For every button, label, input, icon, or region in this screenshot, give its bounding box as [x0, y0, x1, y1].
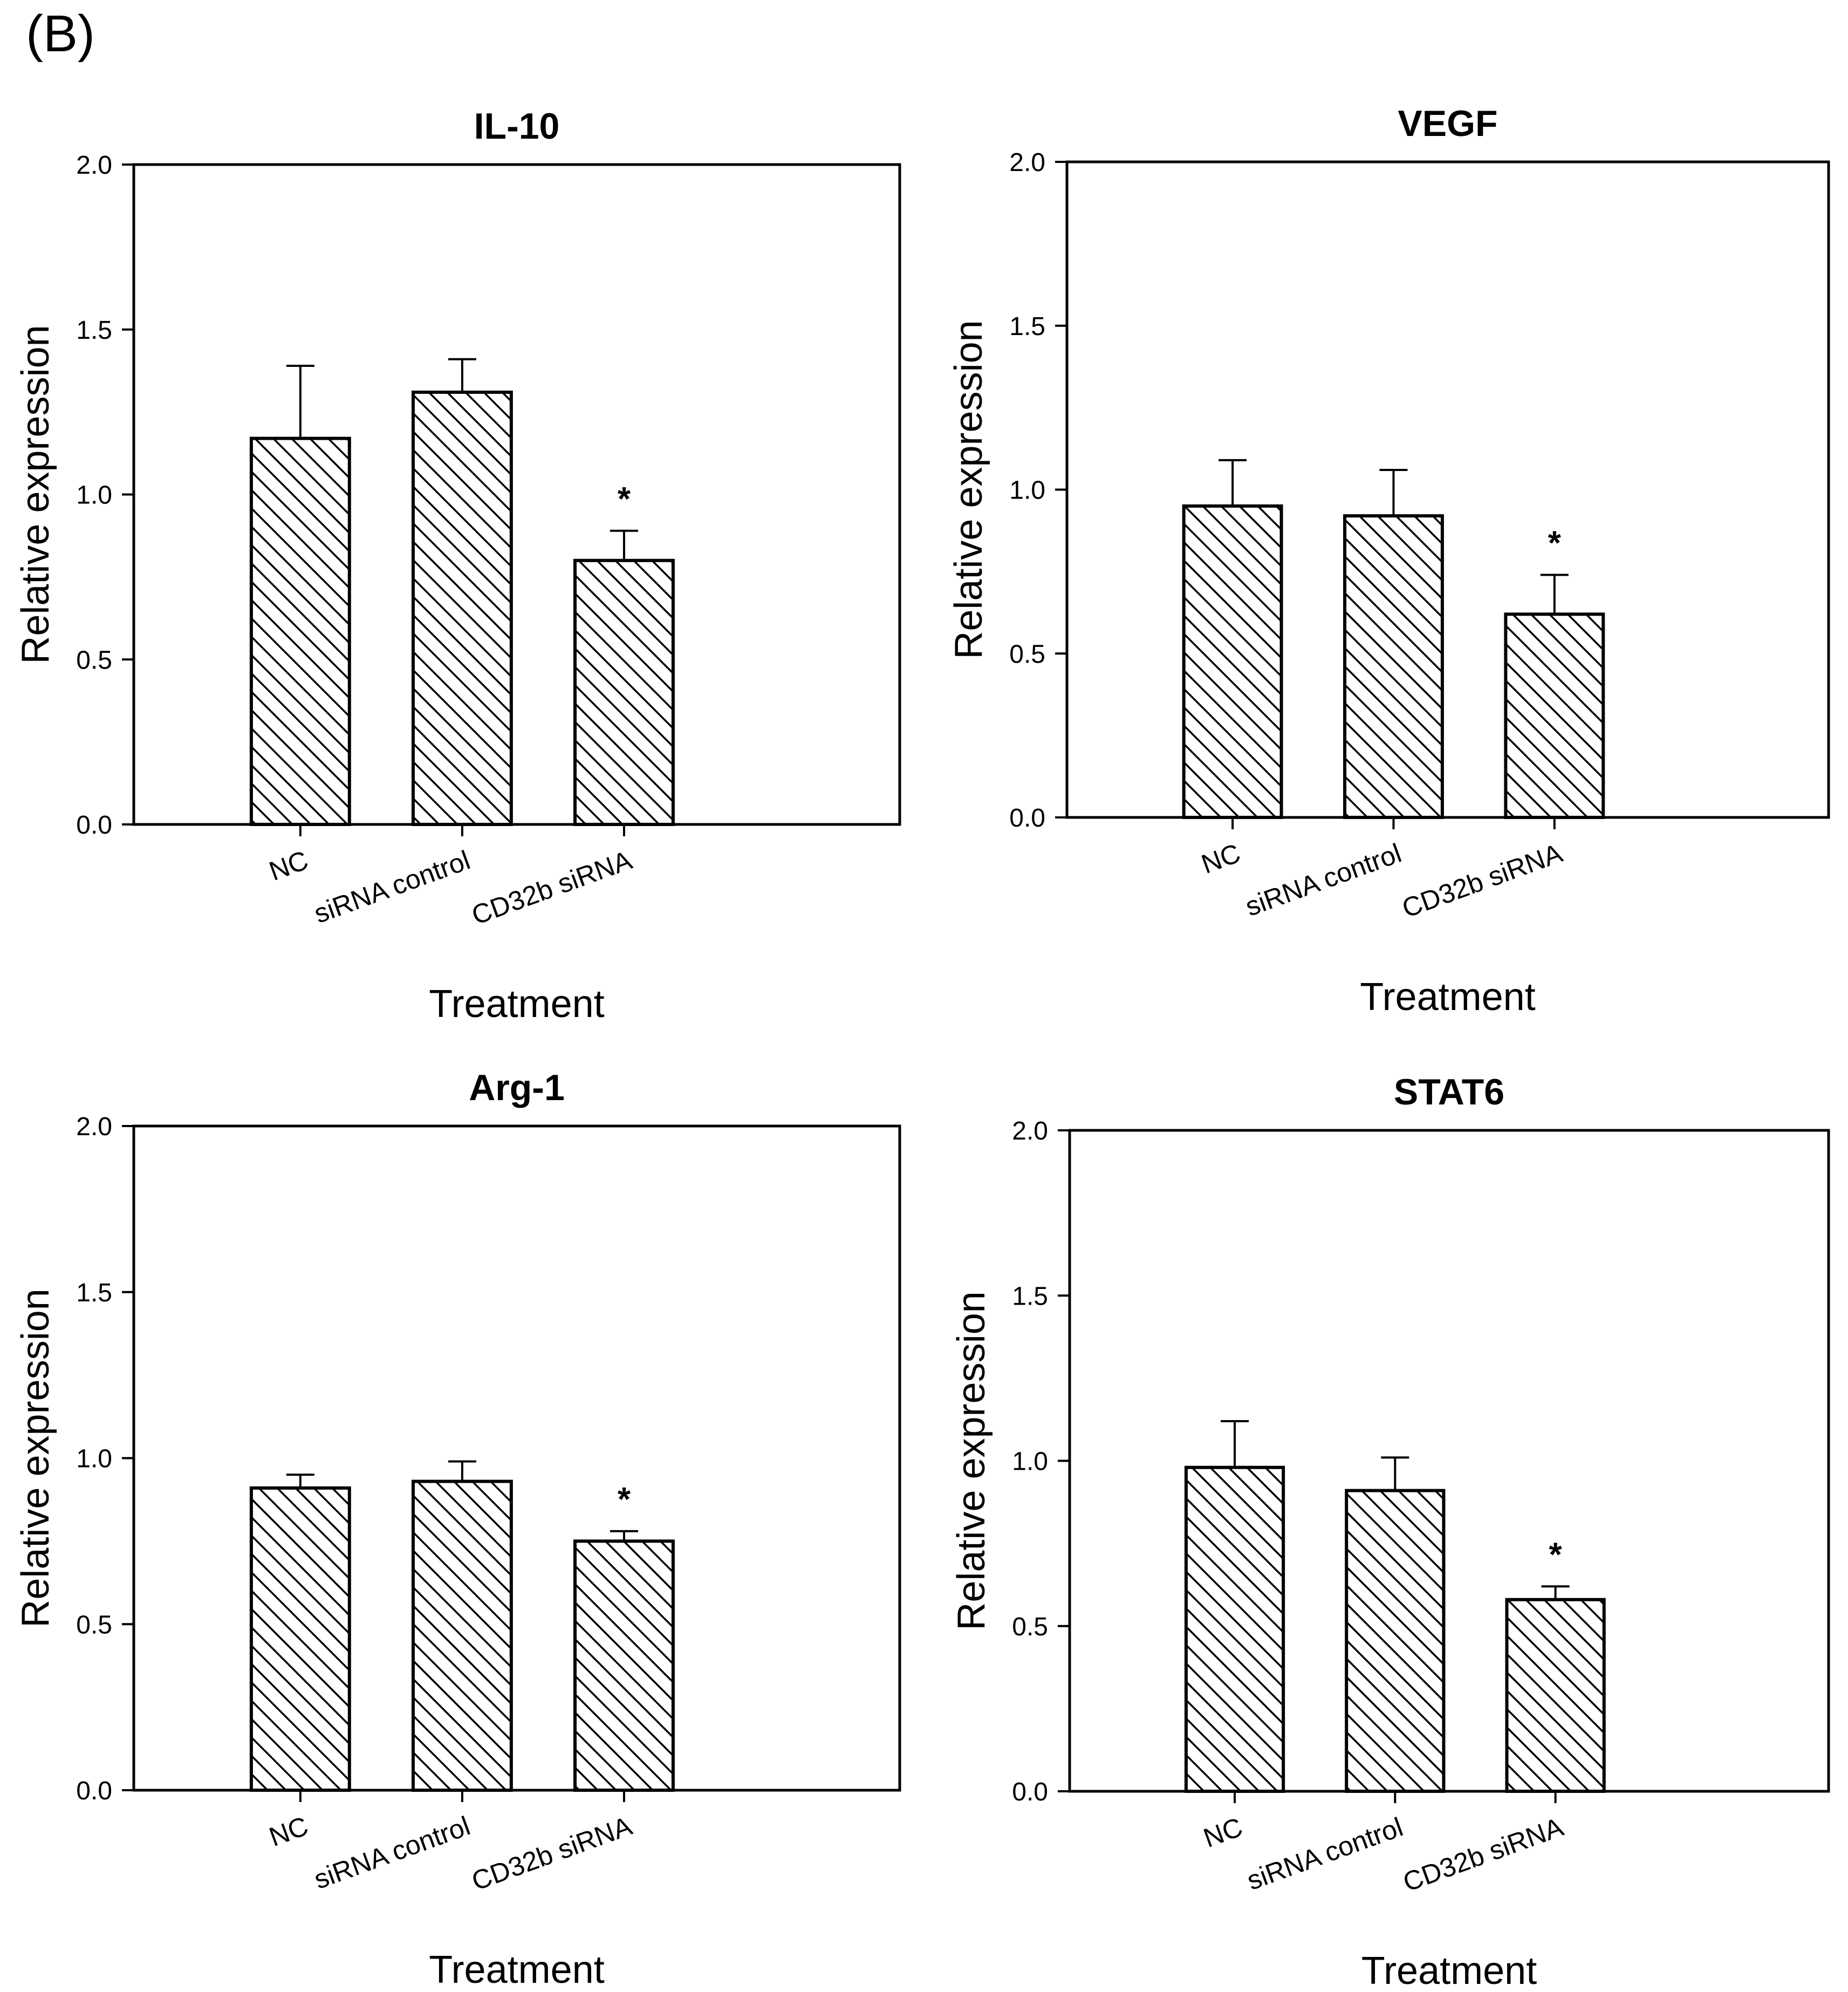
plot-frame — [1065, 160, 1830, 819]
y-tick-label: 1.0 — [1012, 1448, 1048, 1476]
x-tick-label: siRNA control — [310, 1811, 474, 1895]
bar-cd32b-sirna — [1504, 612, 1605, 819]
y-tick-label: 2.0 — [1012, 1117, 1048, 1145]
bar-sirna-control — [1343, 514, 1444, 819]
x-axis-title: Treatment — [1361, 1949, 1537, 1992]
chart-title: IL-10 — [474, 106, 560, 147]
significance-marker: * — [1549, 1536, 1563, 1573]
x-tick-label: NC — [265, 845, 312, 886]
x-tick-label: CD32b siRNA — [1399, 1811, 1568, 1897]
y-tick-label: 0.5 — [1012, 1613, 1048, 1641]
figure-panel-label: (B) — [26, 5, 95, 63]
y-tick-label: 2.0 — [76, 1113, 112, 1141]
x-tick-label: CD32b siRNA — [1398, 837, 1566, 923]
significance-marker: * — [618, 1481, 631, 1518]
y-tick-label: 0.0 — [1009, 804, 1045, 833]
chart-stat6: STAT6 0.0 0.5 1.0 1.5 2.0 Relative expression N… — [950, 1072, 1830, 1992]
significance-marker: * — [1548, 524, 1562, 562]
y-tick-label: 0.5 — [1009, 640, 1045, 668]
chart-title: Arg-1 — [469, 1067, 565, 1108]
bar-sirna-control — [411, 390, 513, 826]
y-tick-label: 1.5 — [76, 316, 112, 345]
x-tick-label: CD32b siRNA — [468, 844, 636, 930]
bar-sirna-control — [1345, 1489, 1446, 1793]
bar-cd32b-sirna — [1505, 1598, 1606, 1793]
bar-sirna-control — [411, 1479, 513, 1792]
y-tick-label: 0.0 — [1012, 1778, 1048, 1806]
chart-arg-1: Arg-1 0.0 0.5 1.0 1.5 2.0 Relative expression N… — [14, 1067, 901, 1991]
chart-vegf: VEGF 0.0 0.5 1.0 1.5 2.0 Relative expression NC… — [947, 103, 1830, 1019]
x-tick-label: siRNA control — [1241, 838, 1405, 922]
y-tick-label: 1.5 — [76, 1279, 112, 1307]
chart-title: VEGF — [1398, 103, 1497, 144]
bar-nc — [249, 436, 351, 826]
y-tick-label: 0.5 — [76, 1611, 112, 1639]
y-tick-label: 1.0 — [76, 481, 112, 510]
y-tick-label: 0.0 — [76, 1777, 112, 1805]
y-tick-label: 1.5 — [1012, 1282, 1048, 1311]
plot-frame — [1068, 1129, 1830, 1793]
x-tick-label: siRNA control — [310, 845, 474, 929]
bar-nc — [1182, 504, 1283, 819]
plot-frame — [132, 163, 901, 826]
y-tick-label: 1.0 — [76, 1445, 112, 1473]
y-axis-title: Relative expression — [14, 1288, 57, 1627]
chart-title: STAT6 — [1394, 1072, 1504, 1113]
plot-frame — [132, 1124, 901, 1792]
y-axis-title: Relative expression — [947, 320, 990, 659]
y-axis-title: Relative expression — [14, 325, 57, 664]
y-tick-label: 1.5 — [1009, 312, 1045, 341]
chart-panels: IL-10 0.0 0.5 1.0 1.5 2.0 Relative expression N… — [14, 103, 1830, 1992]
bar-cd32b-sirna — [573, 558, 675, 827]
x-axis-title: Treatment — [429, 1948, 604, 1991]
x-tick-label: NC — [1197, 838, 1244, 879]
bar-nc — [249, 1486, 351, 1792]
y-axis-title: Relative expression — [950, 1291, 993, 1630]
y-tick-label: 0.0 — [76, 811, 112, 840]
chart-il-10: IL-10 0.0 0.5 1.0 1.5 2.0 Relative expression N… — [14, 106, 901, 1026]
significance-marker: * — [618, 481, 631, 518]
y-tick-label: 0.5 — [76, 646, 112, 674]
y-tick-label: 1.0 — [1009, 476, 1045, 505]
x-axis-title: Treatment — [1360, 975, 1535, 1019]
x-tick-label: NC — [1200, 1812, 1247, 1853]
bar-nc — [1184, 1465, 1285, 1793]
bar-cd32b-sirna — [573, 1539, 675, 1792]
x-axis-title: Treatment — [429, 983, 604, 1026]
y-tick-label: 2.0 — [76, 151, 112, 180]
x-tick-label: NC — [265, 1811, 312, 1852]
x-tick-label: siRNA control — [1243, 1812, 1407, 1896]
y-tick-label: 2.0 — [1009, 148, 1045, 177]
x-tick-label: CD32b siRNA — [468, 1810, 636, 1896]
